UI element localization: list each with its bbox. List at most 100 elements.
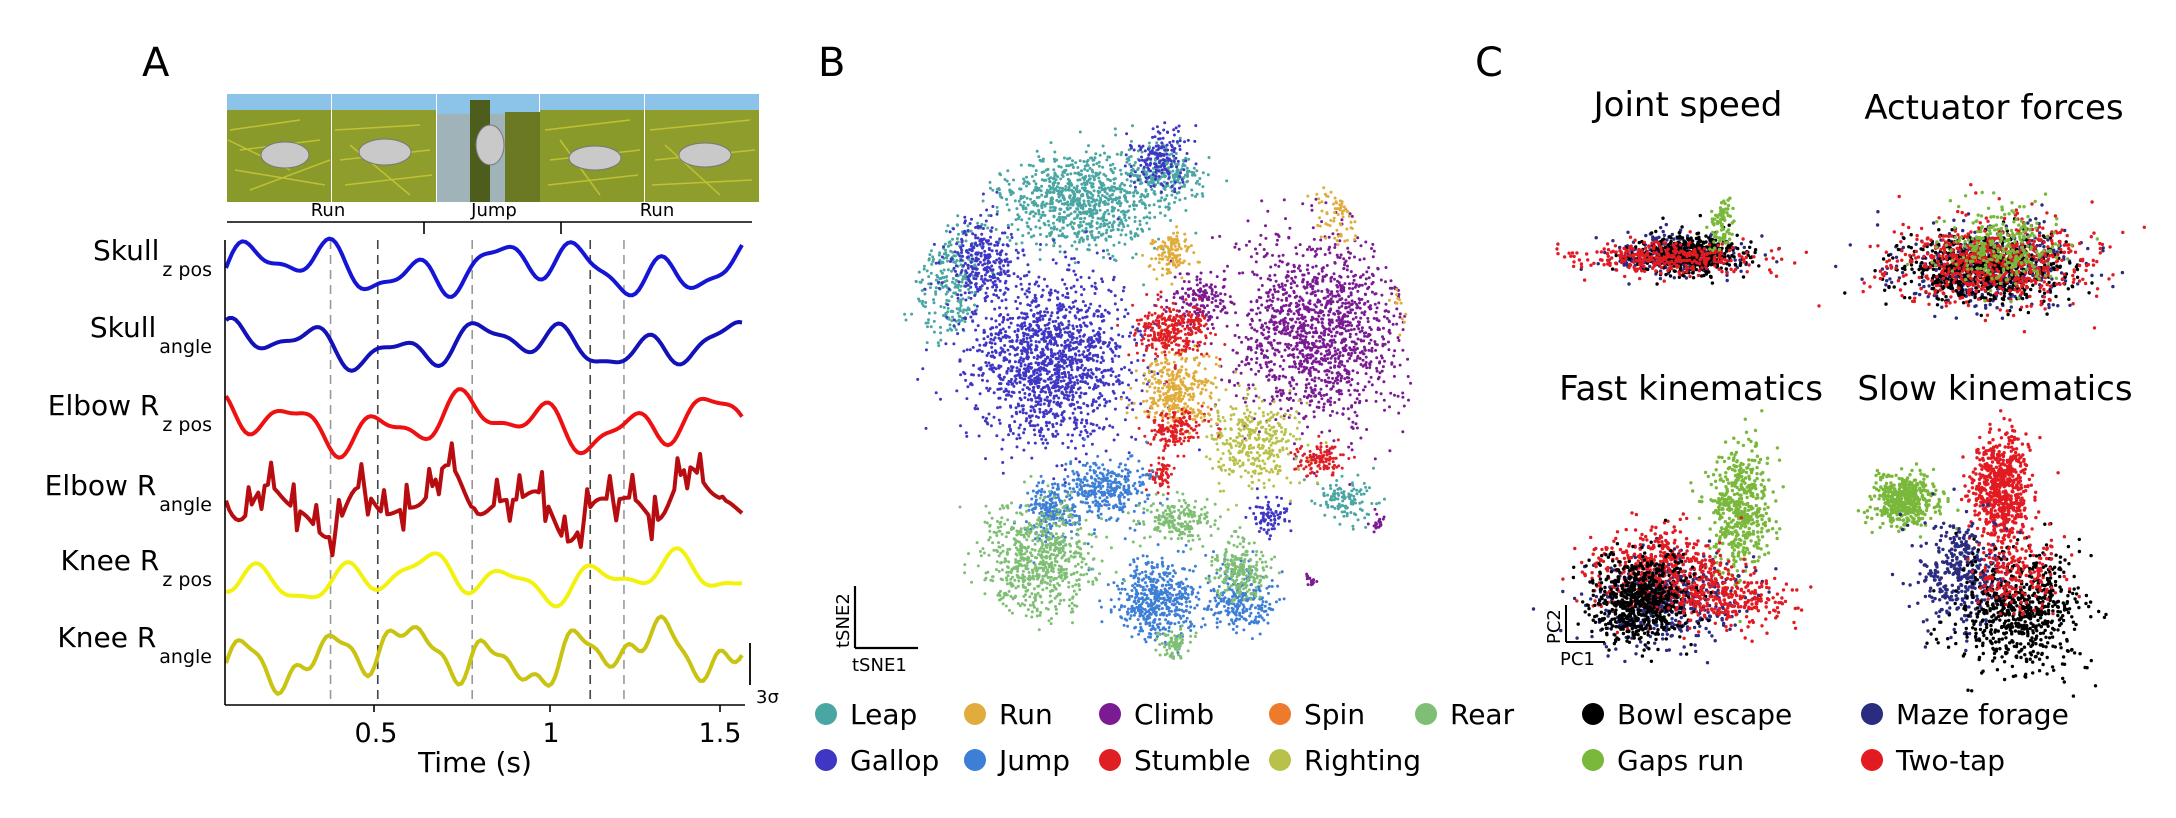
tsne-point	[1049, 381, 1053, 385]
tsne-point	[990, 326, 994, 330]
tsne-point	[1052, 226, 1056, 230]
tsne-point	[985, 379, 989, 383]
tsne-point	[995, 258, 999, 262]
tsne-point	[1267, 378, 1271, 382]
tsne-point	[991, 268, 995, 272]
tsne-point	[1181, 158, 1185, 162]
tsne-point	[974, 328, 978, 332]
tsne-point	[1004, 330, 1008, 334]
tsne-point	[1058, 364, 1062, 368]
tsne-point	[1082, 199, 1086, 203]
tsne-point	[1342, 493, 1346, 497]
tsne-point	[1009, 232, 1013, 236]
tsne-point	[1322, 266, 1325, 270]
tsne-point	[1335, 352, 1339, 356]
tsne-point	[1139, 195, 1143, 199]
tsne-point	[998, 172, 1002, 176]
tsne-point	[1326, 294, 1330, 298]
tsne-point	[1103, 404, 1107, 408]
tsne-point	[980, 222, 984, 226]
tsne-point	[1129, 231, 1133, 235]
tsne-point	[1058, 244, 1062, 248]
tsne-point	[1052, 244, 1056, 248]
tsne-point	[1116, 378, 1120, 382]
tsne-point	[1075, 247, 1079, 251]
tsne-point	[989, 424, 993, 428]
tsne-point	[1307, 342, 1311, 346]
tsne-point	[1344, 298, 1348, 302]
tsne-point	[1070, 188, 1074, 192]
tsne-point	[1335, 371, 1339, 375]
tsne-point	[1022, 367, 1026, 371]
tsne-point	[967, 291, 971, 295]
tsne-point	[1095, 378, 1099, 382]
tsne-point	[1049, 196, 1053, 200]
tsne-point	[1109, 229, 1113, 233]
tsne-point	[1076, 387, 1080, 391]
tsne-point	[1277, 254, 1281, 258]
tsne-point	[974, 241, 978, 245]
tsne-point	[1383, 309, 1387, 313]
tsne-point	[1265, 325, 1269, 329]
tsne-point	[1049, 314, 1053, 318]
tsne-point	[1078, 178, 1082, 182]
tsne-point	[1001, 243, 1005, 247]
tsne-point	[1289, 286, 1293, 290]
tsne-point	[1330, 334, 1334, 338]
panel-a: A	[45, 40, 779, 779]
tsne-point	[1070, 198, 1074, 202]
tsne-point	[1027, 287, 1031, 291]
tsne-point	[1068, 222, 1072, 226]
tsne-point	[1142, 283, 1146, 287]
tsne-point	[1117, 333, 1121, 337]
tsne-point	[942, 252, 946, 256]
tsne-point	[1283, 519, 1287, 523]
tsne-point	[1356, 289, 1360, 293]
tsne-point	[979, 213, 983, 217]
tsne-point	[1127, 451, 1131, 455]
tsne-point	[1123, 242, 1127, 246]
tsne-point	[1252, 272, 1256, 276]
tsne-point	[1140, 155, 1143, 159]
tsne-point	[1367, 380, 1371, 384]
tsne-point	[1087, 207, 1091, 211]
tsne-point	[1264, 361, 1268, 365]
tsne-point	[951, 280, 954, 284]
tsne-point	[1286, 262, 1290, 266]
tsne-point	[990, 341, 994, 345]
tsne-point	[1279, 310, 1283, 313]
tsne-point	[1344, 302, 1347, 305]
tsne-point	[1147, 153, 1151, 156]
tsne-point	[1361, 352, 1365, 356]
tsne-point	[1033, 296, 1037, 300]
tsne-point	[1126, 224, 1130, 228]
tsne-point	[1001, 471, 1005, 475]
tsne-point	[1368, 333, 1372, 337]
tsne-point	[1012, 178, 1015, 182]
tsne-point	[1081, 339, 1085, 343]
tsne-point	[1066, 381, 1070, 385]
tsne-point	[1060, 333, 1064, 337]
tsne-point	[1322, 402, 1326, 406]
tsne-point	[1036, 204, 1040, 208]
tsne-point	[1004, 397, 1008, 401]
tsne-point	[1041, 348, 1045, 352]
tsne-point	[1363, 516, 1367, 520]
tsne-point	[1109, 167, 1113, 171]
tsne-point	[1295, 341, 1299, 345]
tsne-point	[1037, 155, 1041, 159]
tsne-point	[1167, 153, 1171, 157]
tsne-point	[1092, 212, 1095, 216]
tsne-point	[1387, 319, 1391, 323]
tsne-point	[1053, 289, 1057, 293]
tsne-point	[1303, 286, 1307, 290]
tsne-point	[962, 264, 965, 268]
tsne-point	[1077, 317, 1081, 321]
tsne-point	[1337, 294, 1341, 298]
tsne-point	[1346, 310, 1350, 314]
tsne-point	[946, 244, 950, 248]
tsne-point	[1066, 157, 1069, 161]
tsne-point	[1061, 175, 1065, 178]
tsne-point	[934, 261, 938, 265]
tsne-point	[1013, 360, 1017, 364]
